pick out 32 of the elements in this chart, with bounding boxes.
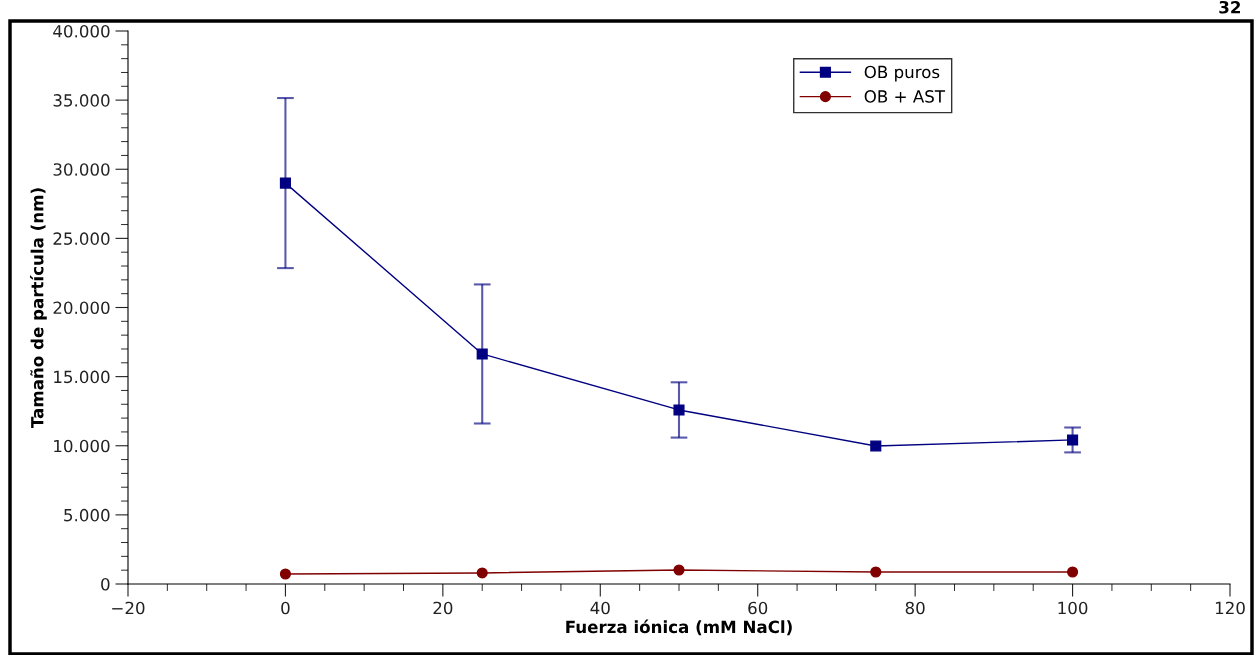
- y-tick-label: 0: [101, 577, 110, 591]
- x-tick-label: 120: [1215, 601, 1245, 615]
- y-axis-title: Tamaño de partícula (nm): [29, 188, 47, 429]
- point: [673, 564, 685, 576]
- x-tick-label: 20: [433, 601, 453, 615]
- point: [673, 404, 685, 416]
- x-axis-title: Fuerza iónica (mM NaCl): [566, 619, 792, 636]
- y-tick-label: 15.000: [54, 370, 110, 384]
- y-tick-label: 40.000: [53, 24, 110, 38]
- x-tick-label: 100: [1058, 601, 1088, 615]
- y-tick-label: 5.000: [64, 508, 110, 522]
- point: [476, 567, 488, 579]
- x-tick-label: 80: [905, 601, 925, 615]
- point: [279, 177, 291, 189]
- text: 32: [1219, 0, 1241, 14]
- y-tick-label: 25.000: [53, 232, 110, 245]
- point: [870, 566, 882, 578]
- x-tick-label: 0: [281, 601, 290, 615]
- point: [476, 348, 488, 360]
- x-tick-label: −20: [112, 601, 145, 615]
- y-tick-label: 10.000: [54, 439, 110, 453]
- y-tick-label: 35.000: [53, 94, 110, 107]
- legend-label: OB puros: [864, 65, 940, 82]
- point: [1067, 434, 1079, 446]
- x-tick-label: 60: [748, 601, 768, 615]
- point: [870, 440, 882, 452]
- point: [1067, 566, 1079, 578]
- x-tick-label: 40: [590, 601, 610, 615]
- legend-label: OB + AST: [864, 90, 946, 103]
- point: [279, 568, 291, 580]
- y-tick-label: 30.000: [53, 163, 110, 176]
- y-tick-label: 20.000: [53, 301, 110, 315]
